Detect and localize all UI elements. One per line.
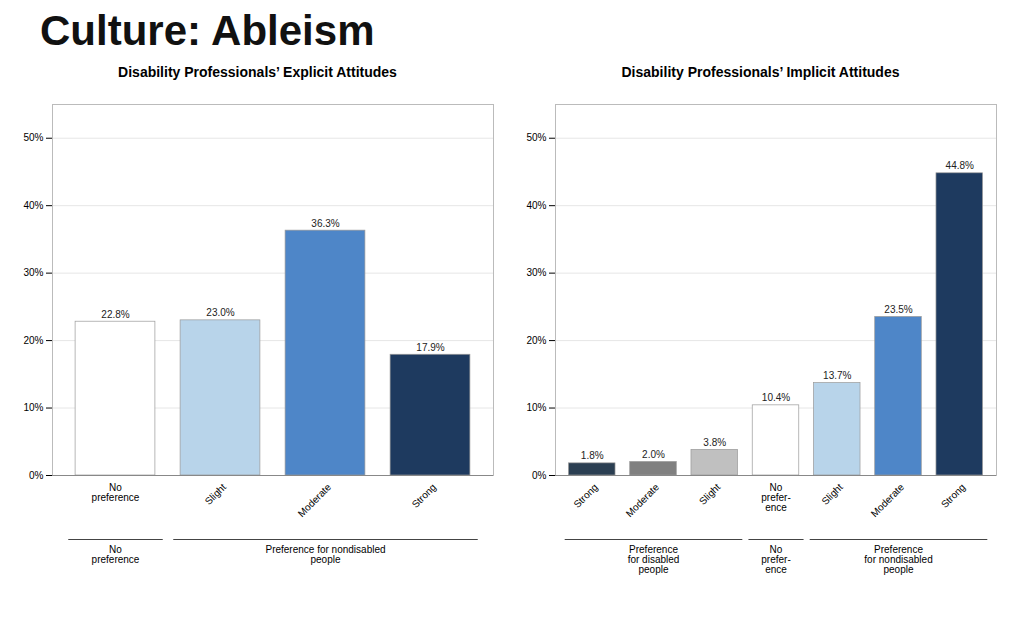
svg-text:Slight: Slight: [697, 481, 723, 507]
svg-text:10%: 10%: [23, 402, 43, 413]
svg-text:Slight: Slight: [819, 481, 845, 507]
svg-text:40%: 40%: [526, 200, 546, 211]
svg-text:20%: 20%: [526, 335, 546, 346]
svg-text:10%: 10%: [526, 402, 546, 413]
svg-text:10.4%: 10.4%: [762, 392, 790, 403]
svg-text:0%: 0%: [532, 470, 547, 481]
svg-text:2.0%: 2.0%: [642, 449, 665, 460]
svg-text:Moderate: Moderate: [624, 481, 662, 519]
svg-text:50%: 50%: [23, 132, 43, 143]
html-text:Disability Professionals’ Impl: Disability Professionals’ Implicit Attit…: [621, 64, 900, 80]
svg-text:23.0%: 23.0%: [206, 307, 234, 318]
svg-text:Strong: Strong: [571, 481, 600, 510]
svg-text:36.3%: 36.3%: [311, 218, 339, 229]
svg-text:Nopreference: Nopreference: [92, 544, 140, 565]
html-text:Culture: Ableism: Culture: Ableism: [40, 7, 375, 54]
svg-text:Moderate: Moderate: [869, 481, 907, 519]
svg-text:3.8%: 3.8%: [703, 437, 726, 448]
svg-text:1.8%: 1.8%: [581, 450, 604, 461]
svg-text:30%: 30%: [526, 267, 546, 278]
svg-text:40%: 40%: [23, 200, 43, 211]
svg-text:0%: 0%: [29, 470, 44, 481]
svg-text:13.7%: 13.7%: [823, 370, 851, 381]
svg-text:17.9%: 17.9%: [416, 342, 444, 353]
svg-text:Noprefer-ence: Noprefer-ence: [761, 544, 790, 575]
svg-text:Moderate: Moderate: [296, 481, 334, 519]
svg-text:Strong: Strong: [939, 481, 968, 510]
svg-text:22.8%: 22.8%: [101, 309, 129, 320]
svg-text:23.5%: 23.5%: [884, 304, 912, 315]
svg-text:Slight: Slight: [203, 481, 229, 507]
svg-text:50%: 50%: [526, 132, 546, 143]
svg-text:44.8%: 44.8%: [946, 160, 974, 171]
svg-text:20%: 20%: [23, 335, 43, 346]
svg-text:Preferencefor nondisabledpeopl: Preferencefor nondisabledpeople: [864, 544, 932, 575]
svg-text:Preferencefor disabledpeople: Preferencefor disabledpeople: [628, 544, 680, 575]
svg-text:30%: 30%: [23, 267, 43, 278]
svg-text:Preference for nondisabledpeop: Preference for nondisabledpeople: [265, 544, 385, 565]
html-text:Disability Professionals’ Expl: Disability Professionals’ Explicit Attit…: [118, 64, 397, 80]
svg-text:Noprefer-ence: Noprefer-ence: [761, 482, 790, 513]
svg-text:Nopreference: Nopreference: [92, 482, 140, 503]
svg-text:Strong: Strong: [410, 481, 439, 510]
